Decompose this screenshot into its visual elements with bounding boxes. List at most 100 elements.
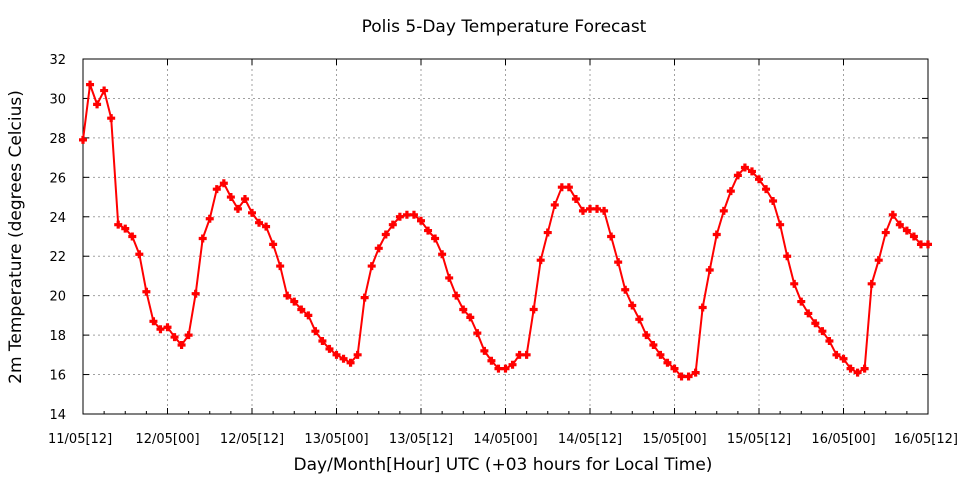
data-point: [353, 350, 362, 359]
data-point: [557, 183, 566, 192]
data-point-marker: [635, 315, 644, 324]
y-tick-label: 14: [49, 408, 66, 423]
data-point: [776, 220, 785, 229]
data-point: [839, 354, 848, 363]
data-point: [733, 171, 742, 180]
data-point-marker: [698, 303, 707, 312]
data-point-marker: [494, 364, 503, 373]
data-point: [529, 305, 538, 314]
data-point-marker: [607, 232, 616, 241]
data-point-marker: [501, 364, 510, 373]
data-point-marker: [564, 183, 573, 192]
data-point: [543, 228, 552, 237]
data-point: [698, 303, 707, 312]
data-point: [198, 234, 207, 243]
x-tick-label: 15/05[12]: [727, 432, 791, 447]
data-point: [564, 183, 573, 192]
data-point-marker: [318, 337, 327, 346]
data-point-marker: [783, 252, 792, 261]
data-point: [276, 262, 285, 271]
data-point-marker: [283, 291, 292, 300]
data-point: [304, 311, 313, 320]
data-point: [86, 80, 95, 89]
data-point-marker: [593, 204, 602, 213]
data-point-marker: [642, 331, 651, 340]
data-point-marker: [888, 210, 897, 219]
data-point-marker: [297, 305, 306, 314]
x-tick-label: 12/05[00]: [135, 432, 199, 447]
data-point-marker: [663, 358, 672, 367]
data-point-marker: [346, 358, 355, 367]
data-point: [487, 356, 496, 365]
data-point: [93, 100, 102, 109]
data-point: [508, 360, 517, 369]
data-point: [388, 220, 397, 229]
data-point-marker: [156, 325, 165, 334]
x-tick-label: 16/05[00]: [811, 432, 875, 447]
data-point-marker: [233, 204, 242, 213]
data-point: [635, 315, 644, 324]
data-point-marker: [832, 350, 841, 359]
data-point: [311, 327, 320, 336]
data-point: [783, 252, 792, 261]
x-axis-label: Day/Month[Hour] UTC (+03 hours for Local…: [294, 455, 713, 475]
data-point-marker: [860, 364, 869, 373]
data-point-marker: [360, 293, 369, 302]
data-point: [79, 135, 87, 144]
data-point-marker: [177, 340, 186, 349]
data-point: [536, 256, 545, 265]
data-point: [480, 346, 489, 355]
data-point: [811, 319, 820, 328]
data-point: [128, 232, 137, 241]
data-point-marker: [219, 179, 228, 188]
data-point-marker: [740, 163, 749, 172]
data-point-marker: [325, 344, 334, 353]
x-tick-label: 12/05[12]: [220, 432, 284, 447]
data-point-marker: [522, 350, 531, 359]
data-point-marker: [135, 250, 144, 259]
data-point: [332, 350, 341, 359]
data-point-marker: [290, 297, 299, 306]
data-point: [755, 175, 763, 184]
data-point: [163, 323, 172, 332]
data-point-marker: [452, 291, 461, 300]
data-point: [381, 230, 390, 239]
data-point-marker: [487, 356, 496, 365]
data-point-marker: [438, 250, 447, 259]
data-point: [705, 266, 714, 275]
data-point: [290, 297, 299, 306]
data-point: [452, 291, 461, 300]
data-point-marker: [578, 206, 587, 215]
series-group: [79, 80, 932, 381]
data-point-marker: [276, 262, 285, 271]
data-point: [881, 228, 890, 237]
data-point-marker: [248, 208, 256, 217]
data-point: [825, 337, 834, 346]
x-tick-label: 13/05[00]: [304, 432, 368, 447]
data-point: [374, 244, 383, 253]
data-point-marker: [684, 372, 693, 381]
y-tick-label: 18: [49, 329, 66, 344]
data-point-marker: [142, 287, 151, 296]
data-point: [670, 364, 679, 373]
data-point-marker: [374, 244, 383, 253]
data-point: [846, 364, 855, 373]
data-point-marker: [170, 333, 179, 342]
data-point-marker: [586, 204, 594, 213]
data-point: [628, 301, 637, 310]
data-point: [874, 256, 883, 265]
data-point-marker: [747, 167, 756, 176]
data-point-marker: [600, 206, 609, 215]
data-point-marker: [339, 354, 348, 363]
data-point: [607, 232, 616, 241]
data-point-marker: [543, 228, 552, 237]
data-point-marker: [571, 195, 580, 204]
data-point-marker: [79, 135, 87, 144]
data-point: [219, 179, 228, 188]
x-tick-label: 14/05[12]: [558, 432, 622, 447]
data-point: [649, 340, 658, 349]
data-point-marker: [304, 311, 313, 320]
data-point: [719, 206, 728, 215]
data-point-marker: [114, 220, 123, 229]
